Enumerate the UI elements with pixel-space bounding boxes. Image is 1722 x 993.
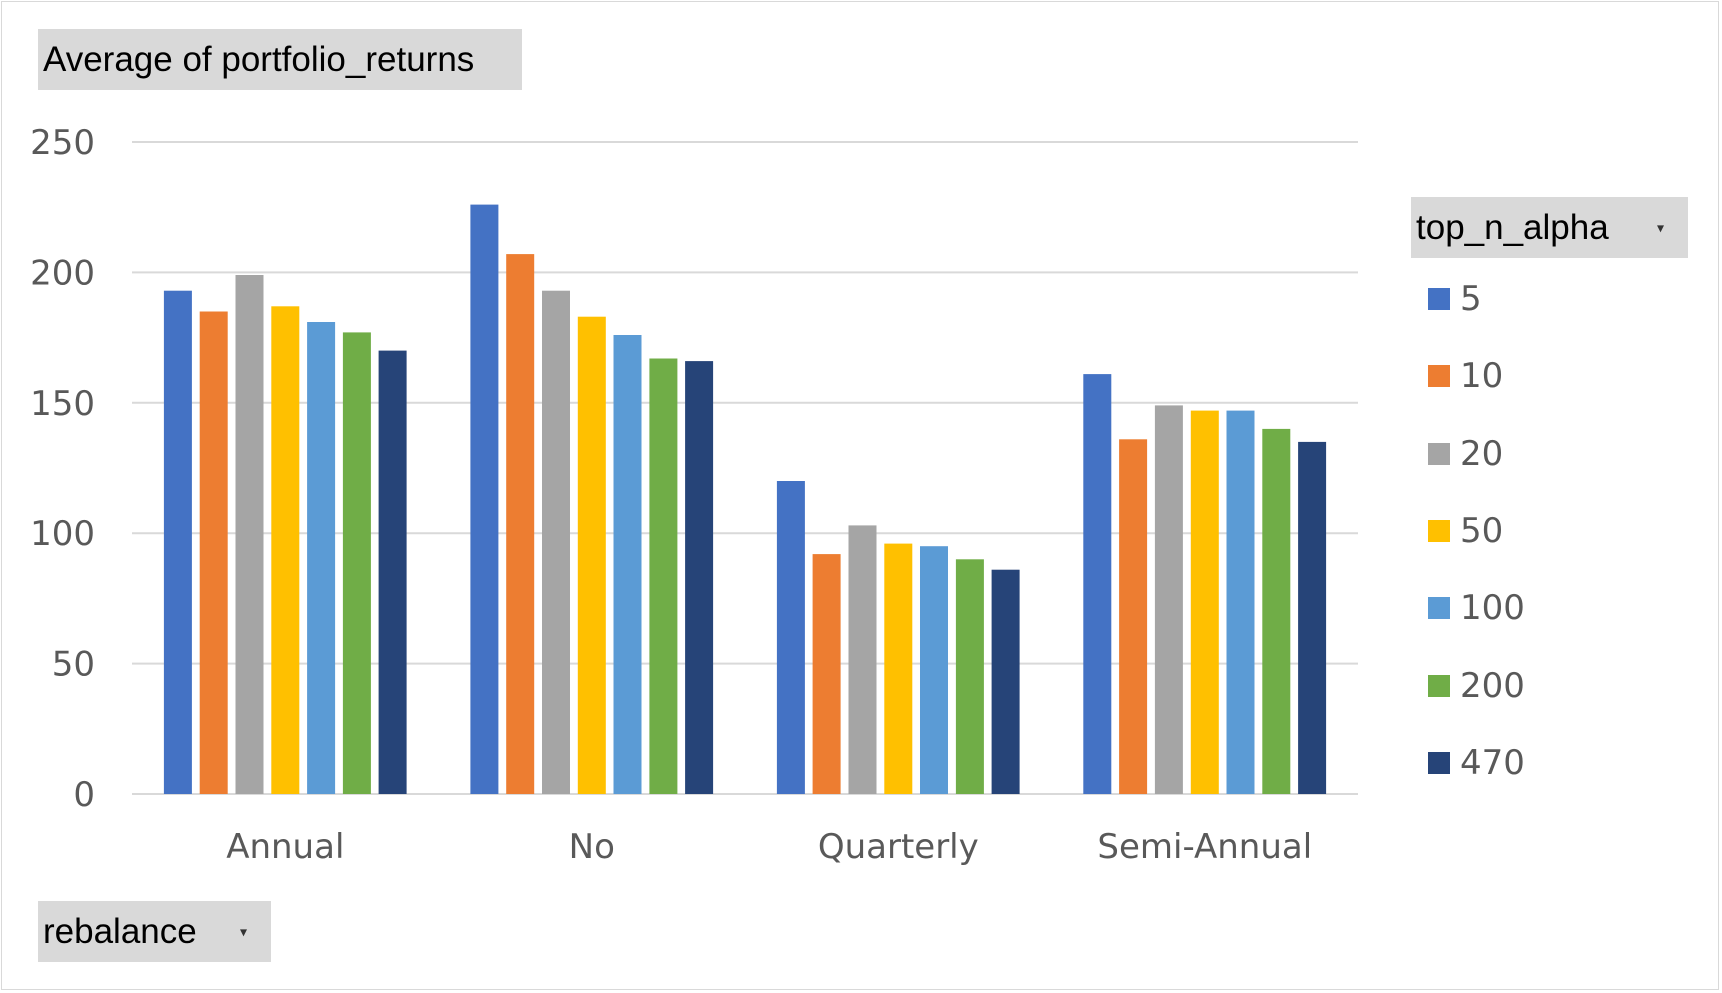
bar-no-470[interactable] — [685, 361, 714, 794]
bar-annual-100[interactable] — [307, 322, 336, 794]
legend-label: 470 — [1460, 742, 1525, 783]
bar-no-200[interactable] — [649, 358, 678, 795]
bar-quarterly-5[interactable] — [776, 481, 805, 794]
legend-swatch — [1428, 674, 1450, 697]
legend-swatch — [1428, 519, 1450, 542]
bar-quarterly-470[interactable] — [991, 569, 1020, 794]
bar-semi-annual-10[interactable] — [1119, 439, 1148, 794]
legend-item[interactable]: 5 — [1428, 279, 1482, 319]
bar-semi-annual-5[interactable] — [1083, 374, 1112, 794]
bar-annual-50[interactable] — [271, 306, 300, 794]
legend-label: 100 — [1460, 588, 1525, 629]
bar-no-5[interactable] — [470, 204, 499, 795]
legend-item[interactable]: 10 — [1428, 356, 1503, 396]
bar-quarterly-50[interactable] — [884, 543, 913, 794]
x-category-label: Annual — [226, 827, 344, 867]
y-tick-label: 0 — [73, 775, 95, 815]
bar-no-10[interactable] — [506, 254, 535, 795]
legend-label: 5 — [1460, 279, 1482, 319]
bar-semi-annual-100[interactable] — [1226, 410, 1255, 794]
x-category-label: Quarterly — [818, 827, 979, 867]
axis-field-label: rebalance — [43, 911, 197, 951]
y-tick-label: 200 — [30, 253, 95, 293]
bar-annual-20[interactable] — [235, 275, 264, 794]
legend-item[interactable]: 100 — [1428, 588, 1525, 628]
values-field-button[interactable]: Average of portfolio_returns — [38, 29, 522, 90]
legend-swatch — [1428, 288, 1450, 310]
bar-no-20[interactable] — [542, 290, 570, 794]
bar-annual-200[interactable] — [342, 332, 371, 794]
bar-quarterly-20[interactable] — [848, 525, 877, 794]
legend-label: 10 — [1460, 356, 1504, 397]
bar-semi-annual-470[interactable] — [1298, 441, 1327, 794]
legend-label: 50 — [1460, 510, 1504, 551]
bar-quarterly-200[interactable] — [955, 559, 984, 794]
legend-item[interactable]: 470 — [1428, 743, 1525, 783]
values-field-label: Average of portfolio_returns — [43, 39, 475, 79]
bar-annual-10[interactable] — [199, 311, 228, 795]
legend-label: 200 — [1460, 665, 1525, 706]
legend-field-label: top_n_alpha — [1416, 207, 1609, 247]
bar-annual-470[interactable] — [378, 350, 407, 794]
axis-field-button[interactable]: rebalance ▾ — [38, 901, 271, 962]
bar-quarterly-100[interactable] — [920, 546, 948, 794]
bar-semi-annual-200[interactable] — [1262, 428, 1291, 794]
x-category-label: Semi-Annual — [1097, 827, 1312, 867]
legend-field-button[interactable]: top_n_alpha ▾ — [1411, 197, 1688, 258]
bar-quarterly-10[interactable] — [812, 554, 841, 794]
legend-swatch — [1428, 597, 1450, 620]
bar-annual-5[interactable] — [163, 290, 192, 794]
y-tick-label: 150 — [30, 384, 95, 424]
legend-item[interactable]: 50 — [1428, 511, 1503, 551]
bar-semi-annual-50[interactable] — [1190, 410, 1219, 794]
legend-label: 20 — [1460, 433, 1504, 474]
y-tick-label: 50 — [52, 645, 95, 685]
bar-semi-annual-20[interactable] — [1154, 405, 1183, 794]
dropdown-arrow-icon[interactable]: ▾ — [1656, 219, 1664, 235]
x-category-label: No — [569, 827, 615, 867]
legend-swatch — [1428, 365, 1450, 388]
y-tick-label: 250 — [30, 123, 95, 163]
legend-swatch — [1428, 751, 1450, 774]
bar-no-100[interactable] — [613, 335, 642, 794]
legend-item[interactable]: 200 — [1428, 666, 1525, 706]
legend-item[interactable]: 20 — [1428, 434, 1503, 474]
legend-swatch — [1428, 442, 1450, 465]
dropdown-arrow-icon[interactable]: ▾ — [239, 923, 247, 939]
y-tick-label: 100 — [30, 514, 95, 554]
bar-no-50[interactable] — [577, 316, 606, 794]
